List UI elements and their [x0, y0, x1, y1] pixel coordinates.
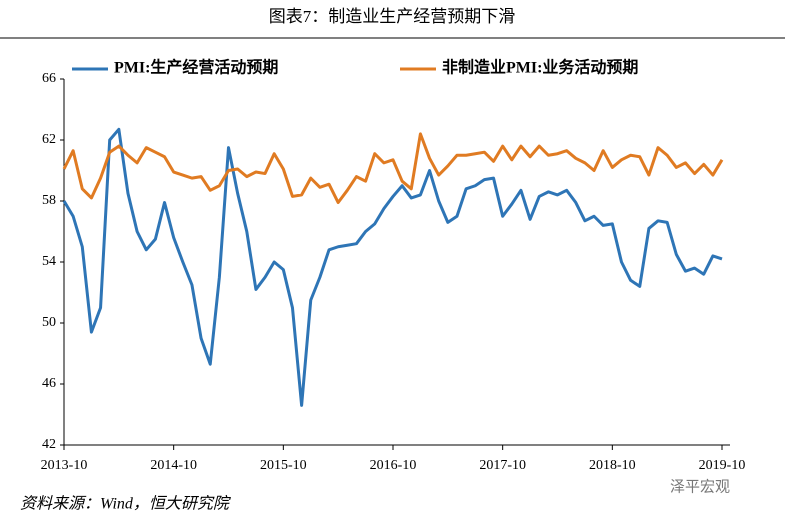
x-tick-label: 2019-10 — [699, 458, 746, 473]
x-tick-label: 2018-10 — [589, 458, 636, 473]
x-tick-label: 2014-10 — [150, 458, 197, 473]
y-tick-label: 54 — [42, 254, 56, 269]
x-tick-label: 2015-10 — [260, 458, 307, 473]
watermark: 泽平宏观 — [670, 478, 730, 495]
line-series — [62, 127, 723, 407]
y-tick-label: 62 — [42, 132, 56, 147]
y-tick-label: 50 — [42, 315, 56, 330]
y-tick-label: 66 — [42, 71, 56, 86]
line-series — [62, 132, 724, 205]
legend-label: PMI:生产经营活动预期 — [114, 58, 278, 77]
legend-label: 非制造业PMI:业务活动预期 — [442, 58, 638, 77]
x-tick-label: 2017-10 — [479, 458, 526, 473]
chart-title: 图表7：制造业生产经营预期下滑 — [269, 7, 516, 26]
y-tick-label: 46 — [42, 376, 56, 391]
x-tick-label: 2016-10 — [370, 458, 417, 473]
y-tick-label: 42 — [42, 437, 56, 452]
source: 资料来源：Wind，恒大研究院 — [20, 495, 232, 513]
y-tick-label: 58 — [42, 193, 56, 208]
x-tick-label: 2013-10 — [41, 458, 88, 473]
